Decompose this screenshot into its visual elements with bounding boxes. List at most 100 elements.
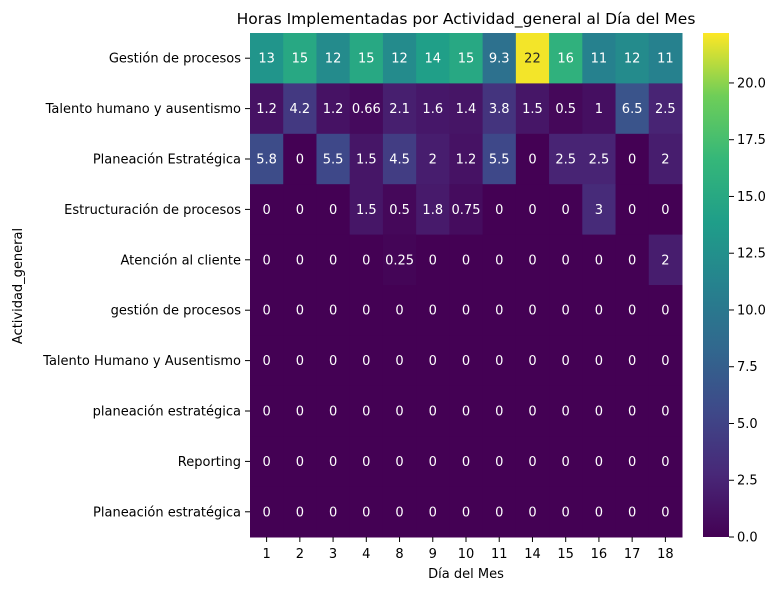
- cell-value-label: 0: [661, 455, 669, 470]
- heatmap-cell: [482, 133, 517, 185]
- cell-value-label: 0: [262, 253, 270, 268]
- heatmap-cell: [449, 385, 484, 437]
- cell-value-label: 0: [462, 304, 470, 319]
- heatmap-cell: [349, 335, 384, 387]
- cell-value-label: 15: [458, 52, 475, 67]
- heatmap-cell: [482, 285, 517, 336]
- heatmap-cell: [449, 184, 484, 236]
- y-tick-label: Planeación Estratégica: [93, 153, 241, 168]
- heatmap-cell: [648, 285, 683, 336]
- cell-value-label: 0: [528, 455, 536, 470]
- cell-value-label: 0: [362, 304, 370, 319]
- heatmap-cell: [582, 335, 617, 387]
- heatmap-cell: [316, 385, 351, 437]
- colorbar-tick-label: 15.0: [737, 190, 766, 205]
- cell-value-label: 0.25: [385, 253, 414, 268]
- heatmap-cell: [316, 184, 351, 236]
- heatmap-cell: [316, 486, 351, 538]
- heatmap-cell: [283, 385, 317, 437]
- cell-value-label: 0: [595, 354, 603, 369]
- cell-value-label: 0: [595, 405, 603, 420]
- cell-value-label: 0: [262, 455, 270, 470]
- cell-value-label: 11: [657, 52, 674, 67]
- cell-value-label: 0: [462, 405, 470, 420]
- cell-value-label: 15: [292, 52, 309, 67]
- heatmap-cell: [349, 133, 384, 185]
- heatmap-cell: [615, 285, 650, 336]
- heatmap-cell: [349, 33, 384, 84]
- cell-value-label: 0: [362, 455, 370, 470]
- x-tick-label: 8: [395, 547, 403, 562]
- heatmap-cell: [250, 285, 284, 336]
- x-tick-label: 14: [524, 547, 541, 562]
- heatmap-cell: [382, 385, 417, 437]
- cell-value-label: 3: [595, 203, 603, 218]
- heatmap-cell: [515, 33, 550, 84]
- heatmap-cell: [382, 436, 417, 488]
- heatmap-cell: [416, 184, 450, 236]
- heatmap-cell: [549, 436, 583, 488]
- cell-value-label: 0: [528, 253, 536, 268]
- y-tick-label: Planeación estratégica: [93, 505, 241, 520]
- cell-value-label: 0: [329, 203, 337, 218]
- heatmap-cell: [316, 133, 351, 185]
- heatmap-cell: [582, 486, 617, 538]
- heatmap-cell: [648, 184, 683, 236]
- heatmap-cell: [283, 335, 317, 387]
- heatmap-cell: [648, 385, 683, 437]
- heatmap-cell: [449, 83, 484, 135]
- cell-value-label: 0: [495, 354, 503, 369]
- cell-value-label: 0: [329, 253, 337, 268]
- y-tick-label: Talento Humano y Ausentismo: [42, 354, 241, 369]
- cell-value-label: 0: [562, 203, 570, 218]
- cell-value-label: 1.6: [422, 102, 443, 117]
- cell-value-label: 1.2: [323, 102, 344, 117]
- heatmap-cell: [250, 234, 284, 286]
- colorbar-tick-label: 5.0: [737, 417, 758, 432]
- cell-value-label: 12: [325, 52, 342, 67]
- cell-value-label: 12: [624, 52, 641, 67]
- heatmap-cell: [283, 285, 317, 336]
- cell-value-label: 0: [462, 455, 470, 470]
- cell-value-label: 0: [628, 505, 636, 520]
- cell-value-label: 2: [661, 253, 669, 268]
- cell-value-label: 0: [329, 304, 337, 319]
- y-tick-label: gestión de procesos: [111, 304, 242, 319]
- cell-value-label: 0: [495, 455, 503, 470]
- heatmap-cell: [416, 234, 450, 286]
- y-tick-label: Talento humano y ausentismo: [45, 102, 241, 117]
- cell-value-label: 0: [528, 203, 536, 218]
- cell-value-label: 0.5: [389, 203, 410, 218]
- cell-value-label: 0: [262, 405, 270, 420]
- heatmap-cell: [250, 33, 284, 84]
- heatmap-cell: [615, 33, 650, 84]
- cell-value-label: 0.66: [352, 102, 381, 117]
- y-tick-label: Reporting: [178, 455, 241, 470]
- cell-value-label: 0: [462, 505, 470, 520]
- cell-value-label: 0: [562, 304, 570, 319]
- heatmap-cell: [283, 436, 317, 488]
- heatmap-cell: [250, 335, 284, 387]
- cell-value-label: 0: [362, 505, 370, 520]
- cell-value-label: 0: [661, 505, 669, 520]
- cell-value-label: 0: [262, 354, 270, 369]
- cell-value-label: 0: [661, 203, 669, 218]
- heatmap-cell: [283, 83, 317, 135]
- cell-value-label: 12: [391, 52, 408, 67]
- cell-value-label: 0: [296, 505, 304, 520]
- cell-value-label: 0: [262, 505, 270, 520]
- heatmap-cell: [349, 486, 384, 538]
- cell-value-label: 9.3: [489, 52, 510, 67]
- heatmap-cell: [382, 133, 417, 185]
- heatmap-cell: [382, 285, 417, 336]
- colorbar-ticks: 0.0 2.5 5.0 7.5 10.0 12.5 15.0 17.5 20.0: [729, 76, 766, 546]
- cell-value-label: 0: [528, 405, 536, 420]
- heatmap-cell: [582, 385, 617, 437]
- heatmap-cell: [615, 184, 650, 236]
- cell-value-label: 2: [429, 153, 437, 168]
- heatmap-cell: [449, 234, 484, 286]
- heatmap-cell: [515, 234, 550, 286]
- heatmap-cell: [582, 184, 617, 236]
- heatmap-cell: [615, 335, 650, 387]
- heatmap-cell: [283, 486, 317, 538]
